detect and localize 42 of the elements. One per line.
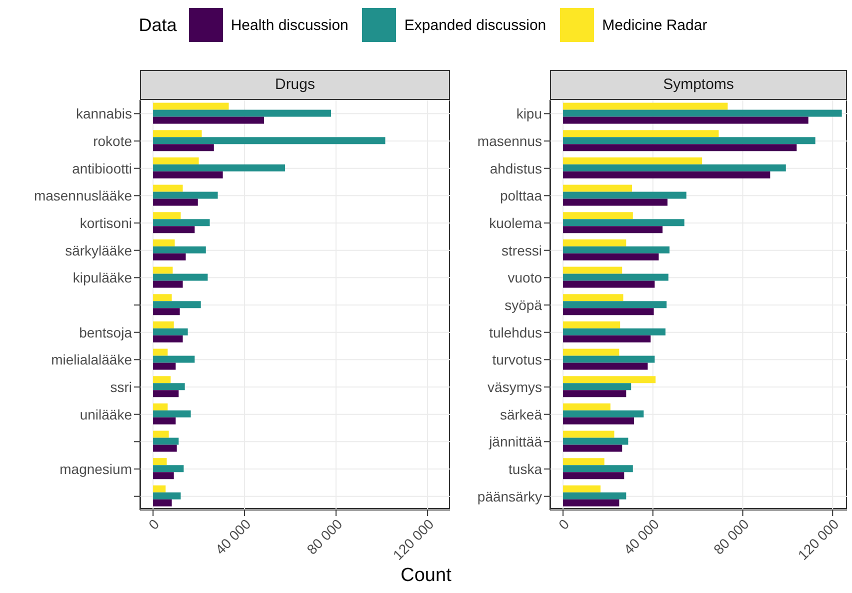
- x-tick-label: 120 000: [794, 516, 842, 563]
- legend-label: Health discussion: [230, 16, 348, 34]
- x-tick-label: 80 000: [710, 516, 752, 558]
- x-axis-title: Count: [400, 565, 452, 587]
- x-tick-label: 40 000: [620, 516, 662, 558]
- y-tick-label: kipu: [516, 106, 542, 122]
- y-tick-label: särkeä: [500, 406, 542, 422]
- x-tick-label: 0: [555, 516, 572, 533]
- legend-title: Data: [138, 14, 177, 36]
- y-tick-label: turvotus: [492, 352, 542, 368]
- legend-label: Medicine Radar: [602, 16, 708, 34]
- y-tick-label: ahdistus: [490, 160, 542, 176]
- y-tick-label: unilääke: [80, 406, 132, 422]
- y-tick-label: antibiootti: [72, 160, 132, 176]
- x-tick-label: 120 000: [390, 516, 437, 563]
- y-tick-label: särkylääke: [65, 242, 132, 258]
- y-tick-label: tuska: [508, 460, 542, 477]
- y-tick-label: mielialalääke: [51, 352, 132, 368]
- y-tick-label: kipulääke: [72, 270, 132, 286]
- y-tick-label: stressi: [502, 242, 542, 258]
- y-tick-label: kannabis: [76, 106, 132, 122]
- chart-title: Symptoms: [550, 70, 847, 100]
- x-tick-label: 40 000: [212, 516, 254, 558]
- legend-label: Expanded discussion: [404, 16, 546, 34]
- y-tick-label: magnesium: [60, 460, 132, 477]
- y-tick-label: masennuslääke: [34, 188, 132, 204]
- y-tick-label: kuolema: [489, 214, 542, 231]
- y-tick-label: syöpä: [504, 296, 542, 313]
- y-tick-label: päänsärky: [477, 488, 542, 504]
- y-tick-label: ssri: [110, 378, 132, 395]
- y-tick-label: polttaa: [500, 188, 542, 204]
- y-tick-label: masennus: [477, 132, 542, 149]
- x-tick-label: 80 000: [304, 516, 346, 558]
- y-tick-label: kortisoni: [80, 214, 132, 231]
- y-tick-label: tulehdus: [489, 324, 542, 340]
- x-tick-label: 0: [145, 516, 162, 533]
- y-tick-label: väsymys: [488, 378, 542, 395]
- y-tick-label: jännittää: [488, 434, 542, 450]
- y-tick-label: vuoto: [508, 270, 542, 286]
- y-tick-label: rokote: [93, 132, 132, 149]
- y-tick-label: bentsoja: [79, 324, 132, 340]
- chart-title: Drugs: [140, 70, 450, 100]
